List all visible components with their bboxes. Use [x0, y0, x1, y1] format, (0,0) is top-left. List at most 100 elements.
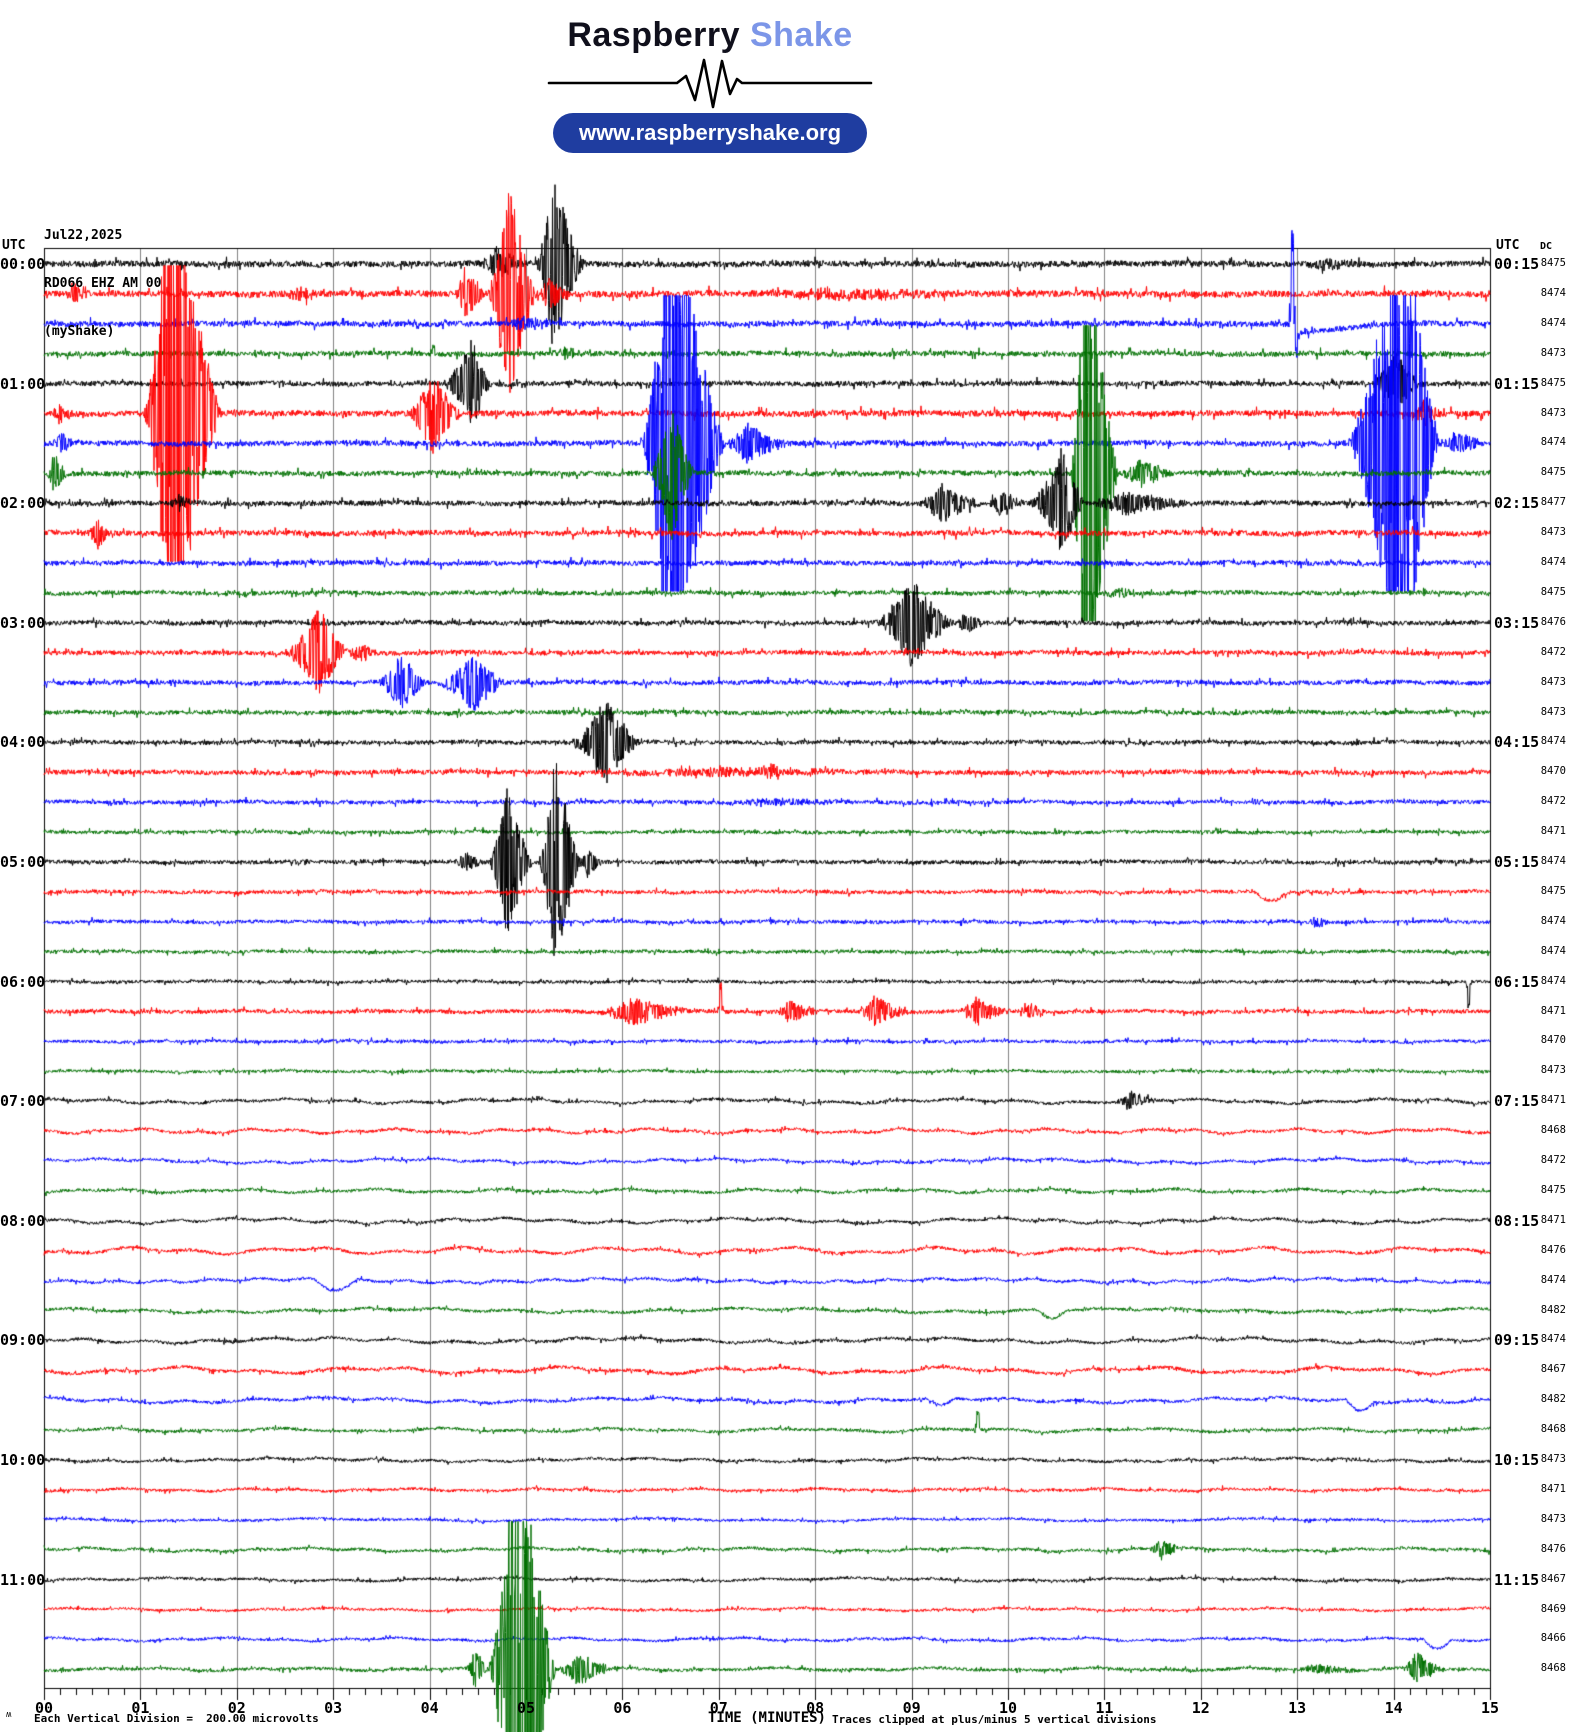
dc-offset-value: 8474: [1540, 944, 1566, 957]
x-tick-label: 09: [902, 1699, 921, 1717]
dc-offset-value: 8471: [1540, 1482, 1566, 1495]
x-tick-label: 03: [324, 1699, 343, 1717]
dc-offset-value: 8473: [1540, 346, 1566, 359]
dc-offset-value: 8467: [1540, 1363, 1566, 1376]
dc-offset-value: 8473: [1540, 675, 1566, 688]
utc-header-left: UTC: [2, 238, 26, 253]
dc-offset-value: 8474: [1540, 556, 1566, 568]
hour-label-right: 09:15: [1494, 1331, 1540, 1350]
dc-offset-value: 8472: [1540, 645, 1566, 658]
brand-title: Raspberry Shake: [0, 16, 1420, 55]
hour-label-left: 05:00: [0, 853, 46, 871]
utc-header-right: UTC: [1496, 238, 1520, 253]
dc-offset-value: 8476: [1540, 1542, 1566, 1555]
x-tick-label: 05: [516, 1699, 536, 1717]
dc-offset-value: 8472: [1540, 1154, 1566, 1166]
dc-offset-value: 8474: [1540, 1333, 1566, 1346]
dc-offset-value: 8475: [1540, 257, 1566, 269]
dc-offset-value: 8471: [1540, 825, 1566, 838]
dc-offset-value: 8475: [1540, 585, 1566, 598]
hour-label-left: 04:00: [0, 733, 46, 752]
hour-label-right: 04:15: [1494, 733, 1540, 752]
x-tick-label: 08: [806, 1699, 825, 1717]
dc-offset-value: 8473: [1540, 705, 1566, 718]
dc-offset-value: 8474: [1540, 974, 1566, 987]
footer-scale-note: Each Vertical Division = 200.00 microvol…: [34, 1712, 319, 1725]
dc-offset-value: 8474: [1540, 855, 1566, 867]
x-tick-label: 13: [1288, 1699, 1307, 1717]
dc-offset-value: 8473: [1540, 1453, 1566, 1465]
dc-offset-value: 8474: [1540, 735, 1566, 748]
brand-word-raspberry: Raspberry: [567, 16, 741, 54]
brand-header: Raspberry Shake www.raspberryshake.org: [0, 16, 1420, 153]
dc-offset-value: 8475: [1540, 884, 1566, 897]
dc-offset-value: 8468: [1540, 1423, 1566, 1436]
hour-label-left: 06:00: [0, 972, 46, 991]
dc-offset-value: 8468: [1540, 1662, 1566, 1675]
hour-label-left: 10:00: [0, 1451, 46, 1469]
dc-offset-value: 8471: [1540, 1004, 1566, 1017]
dc-offset-value: 8473: [1540, 406, 1566, 419]
dc-offset-value: 8474: [1540, 286, 1566, 299]
x-tick-label: 06: [613, 1699, 632, 1717]
dc-offset-value: 8470: [1540, 765, 1566, 778]
hour-label-left: 07:00: [0, 1092, 46, 1111]
dc-offset-value: 8475: [1540, 376, 1566, 389]
corner-mark: ʍ: [6, 1710, 12, 1720]
hour-label-left: 00:00: [0, 255, 46, 273]
dc-offset-value: 8474: [1540, 914, 1566, 927]
x-tick-label: 00: [34, 1699, 54, 1717]
x-axis-title: TIME (MINUTES): [707, 1710, 826, 1726]
hour-label-right: 07:15: [1494, 1092, 1540, 1111]
dc-offset-value: 8469: [1540, 1602, 1566, 1615]
dc-offset-value: 8467: [1540, 1572, 1566, 1585]
footer-clip-note: Traces clipped at plus/minus 5 vertical …: [832, 1713, 1157, 1726]
dc-offset-value: 8476: [1540, 1243, 1566, 1256]
hour-label-left: 09:00: [0, 1331, 46, 1350]
hour-label-right: 08:15: [1494, 1211, 1540, 1230]
dc-offset-value: 8473: [1540, 1064, 1566, 1077]
dc-offset-value: 8475: [1540, 1183, 1566, 1196]
hour-label-right: 10:15: [1494, 1451, 1540, 1469]
dc-offset-value: 8482: [1540, 1393, 1566, 1406]
seismic-waveform-icon: [547, 58, 873, 109]
hour-label-left: 11:00: [0, 1570, 46, 1589]
hour-label-right: 05:15: [1494, 853, 1540, 871]
x-tick-label: 15: [1480, 1699, 1500, 1717]
x-tick-label: 11: [1095, 1699, 1114, 1717]
hour-label-right: 11:15: [1494, 1570, 1540, 1589]
x-tick-label: 01: [131, 1699, 150, 1717]
dc-offset-value: 8477: [1540, 496, 1566, 509]
hour-label-left: 02:00: [0, 494, 46, 513]
x-tick-label: 07: [709, 1699, 728, 1717]
hour-label-left: 01:00: [0, 374, 46, 393]
dc-offset-value: 8482: [1540, 1303, 1566, 1316]
dc-offset-value: 8471: [1540, 1213, 1566, 1226]
hour-label-right: 00:15: [1494, 255, 1540, 273]
station-info: Jul22,2025 RD066 EHZ AM 00 (myShake): [44, 196, 161, 372]
station-id: RD066 EHZ AM 00: [44, 276, 162, 291]
x-tick-label: 04: [420, 1699, 439, 1717]
dc-offset-value: 8471: [1540, 1094, 1566, 1107]
dc-offset-value: 8472: [1540, 795, 1566, 808]
hour-label-left: 03:00: [0, 613, 46, 632]
hour-label-right: 01:15: [1494, 374, 1540, 393]
hour-label-right: 02:15: [1494, 494, 1540, 513]
x-tick-label: 12: [1191, 1699, 1210, 1717]
station-network: (myShake): [44, 324, 115, 339]
dc-offset-value: 8468: [1540, 1124, 1566, 1137]
hour-label-right: 03:15: [1494, 613, 1540, 632]
website-link-pill[interactable]: www.raspberryshake.org: [552, 113, 868, 153]
station-date: Jul22,2025: [44, 228, 123, 243]
dc-offset-value: 8474: [1540, 1273, 1566, 1286]
dc-offset-value: 8470: [1540, 1034, 1566, 1047]
brand-word-shake: Shake: [749, 16, 853, 54]
dc-offset-value: 8475: [1540, 466, 1566, 479]
dc-offset-value: 8476: [1540, 615, 1566, 628]
dc-offset-value: 8474: [1540, 316, 1566, 329]
dc-offset-value: 8466: [1540, 1632, 1566, 1645]
dc-offset-value: 8473: [1540, 526, 1566, 539]
dc-header: DC: [1540, 241, 1553, 252]
